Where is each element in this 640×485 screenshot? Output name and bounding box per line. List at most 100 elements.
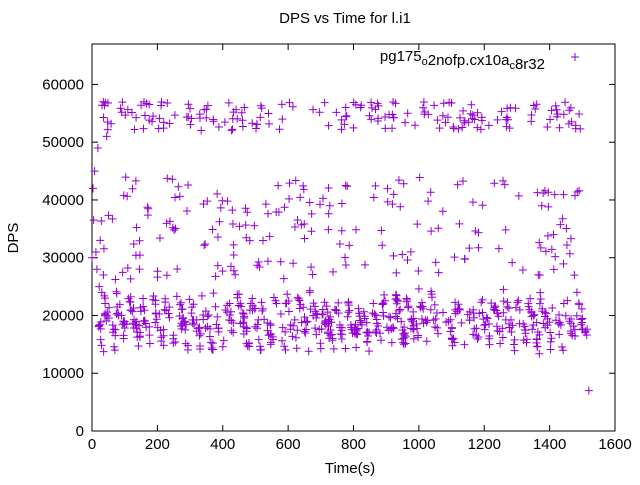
- data-point: [279, 274, 288, 283]
- data-point: [135, 333, 144, 342]
- data-point: [531, 104, 540, 113]
- data-point: [326, 312, 335, 321]
- data-point: [234, 301, 243, 310]
- data-point: [527, 117, 536, 126]
- data-point: [409, 334, 418, 343]
- data-point: [316, 200, 325, 209]
- data-point: [367, 103, 376, 112]
- data-point: [478, 201, 487, 210]
- data-point: [474, 243, 483, 252]
- data-point: [403, 256, 412, 265]
- data-point: [161, 298, 170, 307]
- data-point: [341, 103, 350, 112]
- x-axis: 0 200 400 600 800 1000 1200 1400 1600: [88, 44, 632, 453]
- data-point: [134, 321, 143, 330]
- data-point: [521, 325, 530, 334]
- data-point: [501, 225, 510, 234]
- data-point: [296, 193, 305, 202]
- data-point: [99, 347, 108, 356]
- data-point: [550, 190, 559, 199]
- data-point: [258, 304, 267, 313]
- data-point: [513, 298, 522, 307]
- data-point: [559, 346, 568, 355]
- data-point: [328, 267, 337, 276]
- data-point: [281, 346, 290, 355]
- data-point: [144, 204, 153, 213]
- data-point: [257, 298, 266, 307]
- data-point: [97, 288, 106, 297]
- data-point: [330, 305, 339, 314]
- data-point: [214, 324, 223, 333]
- data-point: [434, 224, 443, 233]
- data-point: [323, 319, 332, 328]
- y-tick-label: 20000: [42, 307, 84, 324]
- data-point: [398, 325, 407, 334]
- data-point: [564, 119, 573, 128]
- x-tick-label: 1600: [598, 436, 631, 453]
- data-point: [572, 311, 581, 320]
- data-point: [302, 325, 311, 334]
- data-point: [208, 339, 217, 348]
- data-point: [499, 308, 508, 317]
- data-point: [181, 339, 190, 348]
- data-point: [351, 320, 360, 329]
- data-point: [562, 240, 571, 249]
- data-point: [229, 240, 238, 249]
- data-point: [529, 101, 538, 110]
- y-tick-label: 50000: [42, 134, 84, 151]
- data-point: [113, 303, 122, 312]
- data-point: [394, 176, 403, 185]
- data-point: [228, 125, 237, 134]
- data-point: [332, 306, 341, 315]
- data-point: [431, 258, 440, 267]
- data-point: [530, 310, 539, 319]
- data-point: [391, 290, 400, 299]
- data-point: [412, 319, 421, 328]
- data-point: [155, 114, 164, 123]
- data-point: [341, 344, 350, 353]
- data-point: [577, 304, 586, 313]
- data-point: [256, 342, 265, 351]
- data-point: [526, 294, 535, 303]
- data-point: [140, 111, 149, 120]
- legend-marker: [571, 53, 579, 61]
- data-point: [541, 308, 550, 317]
- data-point: [254, 258, 263, 267]
- data-point: [264, 331, 273, 340]
- data-point: [264, 109, 273, 118]
- data-point: [119, 334, 128, 343]
- data-point: [465, 244, 474, 253]
- legend: pg175o2nofp.cx10ac8r32: [380, 48, 579, 73]
- data-point: [466, 109, 475, 118]
- data-point: [243, 341, 252, 350]
- data-point: [439, 308, 448, 317]
- data-point: [165, 217, 174, 226]
- data-point: [258, 306, 267, 315]
- data-point: [460, 116, 469, 125]
- data-point: [242, 324, 251, 333]
- data-point: [536, 243, 545, 252]
- data-point: [205, 332, 214, 341]
- data-point: [165, 119, 174, 128]
- data-point: [561, 311, 570, 320]
- data-point: [525, 305, 534, 314]
- data-point: [307, 227, 316, 236]
- data-point: [558, 342, 567, 351]
- data-point: [320, 98, 329, 107]
- data-point: [341, 112, 350, 121]
- data-point: [253, 324, 262, 333]
- data-point: [95, 320, 104, 329]
- data-point: [328, 334, 337, 343]
- data-point: [500, 180, 509, 189]
- data-point: [430, 101, 439, 110]
- data-point: [129, 239, 138, 248]
- data-point: [183, 341, 192, 350]
- data-point: [233, 114, 242, 123]
- data-point: [259, 236, 268, 245]
- data-point: [197, 291, 206, 300]
- data-point: [546, 115, 555, 124]
- data-point: [307, 209, 316, 218]
- data-point: [356, 316, 365, 325]
- data-point: [503, 298, 512, 307]
- data-point: [389, 190, 398, 199]
